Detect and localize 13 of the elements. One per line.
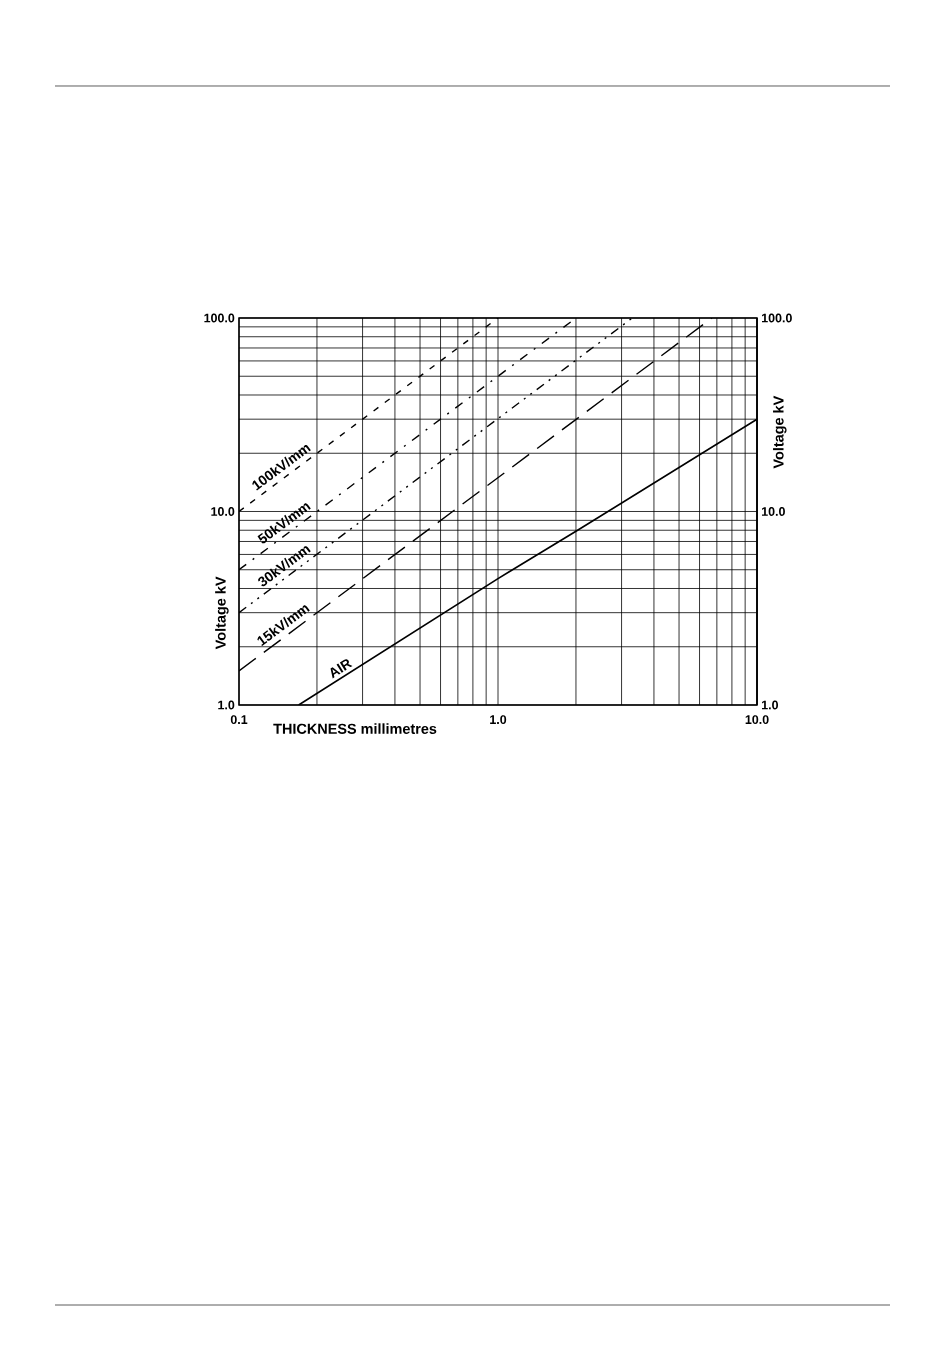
x-tick-label: 1.0: [490, 715, 507, 725]
text: 1.0: [761, 700, 779, 710]
y-tick-label: 10.0: [211, 507, 235, 516]
text: 10.0: [761, 507, 785, 516]
y-tick-label: 1.0: [218, 700, 235, 710]
x-axis-title: THICKNESS millimetres: [273, 723, 437, 734]
x-tick-label: 10.0: [745, 715, 769, 725]
x-tick-label: 0.1: [230, 715, 248, 725]
y-tick-label: 100.0: [204, 313, 235, 323]
text: AIR: [330, 659, 353, 679]
y-axis-title: Voltage kV: [215, 576, 229, 650]
text: 100.0: [761, 313, 792, 323]
y2-axis-title: Voltage kV: [773, 395, 787, 469]
